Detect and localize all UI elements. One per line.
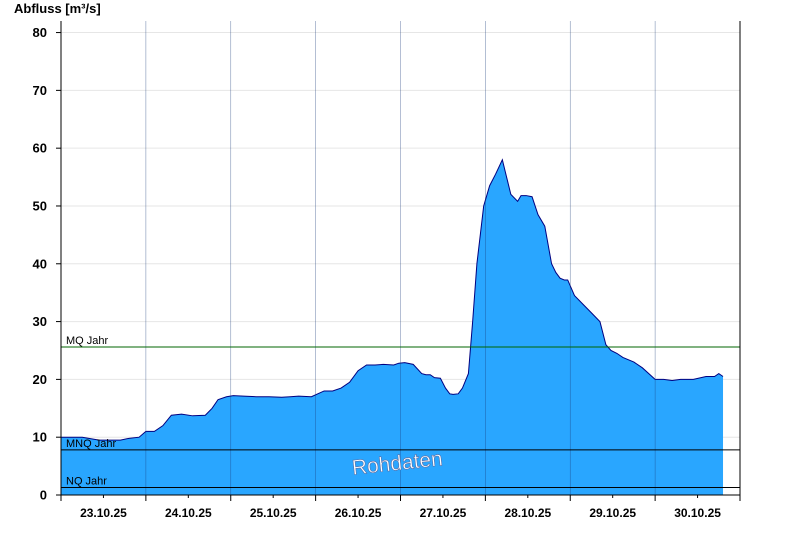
y-tick-label-70: 70 (33, 83, 47, 98)
x-tick-labels: 23.10.25 24.10.25 25.10.25 26.10.25 27.10.25… (60, 495, 741, 520)
reference-label-1: MNQ Jahr (66, 438, 116, 450)
x-tick-label-1: 24.10.25 (165, 506, 212, 520)
y-tick-label-50: 50 (33, 198, 47, 213)
x-tick-label-6: 29.10.25 (589, 506, 636, 520)
y-tick-label-80: 80 (33, 25, 47, 40)
y-tick-label-40: 40 (33, 256, 47, 271)
reference-label-2: NQ Jahr (66, 475, 107, 487)
reference-lines: MQ Jahr MNQ Jahr NQ Jahr (61, 335, 740, 488)
x-tick-label-5: 28.10.25 (504, 506, 551, 520)
y-axis-label: Abfluss [m³/s] (14, 1, 101, 16)
y-tick-label-10: 10 (33, 430, 47, 445)
y-tick-label-0: 0 (40, 488, 47, 503)
reference-label-0: MQ Jahr (66, 335, 109, 347)
x-tick-label-4: 27.10.25 (420, 506, 467, 520)
y-tick-label-60: 60 (33, 141, 47, 156)
discharge-area (61, 159, 724, 496)
y-tick-label-30: 30 (33, 314, 47, 329)
x-tick-label-7: 30.10.25 (674, 506, 721, 520)
x-tick-label-2: 25.10.25 (250, 506, 297, 520)
y-tick-label-20: 20 (33, 372, 47, 387)
y-tick-labels: 0 10 20 30 40 50 60 70 80 (33, 25, 61, 503)
area-layer (61, 158, 724, 496)
x-tick-label-3: 26.10.25 (335, 506, 382, 520)
vertical-gridlines (145, 21, 656, 495)
x-tick-label-0: 23.10.25 (80, 506, 127, 520)
discharge-line (61, 158, 724, 441)
